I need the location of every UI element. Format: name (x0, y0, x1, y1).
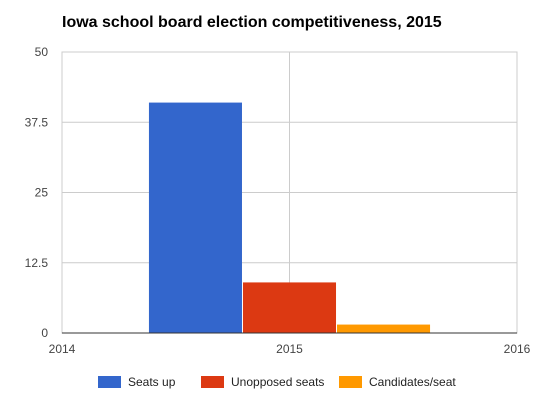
legend-swatch-seats-up (98, 376, 121, 388)
x-tick-label: 2015 (276, 342, 303, 356)
y-tick-label: 25 (35, 186, 49, 200)
legend-label-candidates-seat: Candidates/seat (369, 375, 456, 389)
axes: 0 12.5 25 37.5 50 2014 2015 2016 (25, 45, 531, 356)
legend-label-unopposed-seats: Unopposed seats (231, 375, 324, 389)
bar-unopposed-seats (242, 282, 337, 333)
legend: Seats up Unopposed seats Candidates/seat (98, 375, 456, 389)
legend-swatch-candidates-seat (339, 376, 362, 388)
bars (148, 102, 431, 333)
y-tick-label: 37.5 (25, 115, 49, 129)
bar-candidates-seat (337, 324, 431, 333)
chart-title: Iowa school board election competitivene… (62, 14, 442, 31)
legend-label-seats-up: Seats up (128, 375, 176, 389)
bar-seats-up (148, 102, 242, 333)
y-tick-label: 0 (41, 326, 48, 340)
y-tick-label: 12.5 (25, 256, 49, 270)
y-tick-label: 50 (35, 45, 49, 59)
legend-swatch-unopposed-seats (201, 376, 224, 388)
x-tick-label: 2014 (49, 342, 76, 356)
x-tick-label: 2016 (504, 342, 531, 356)
